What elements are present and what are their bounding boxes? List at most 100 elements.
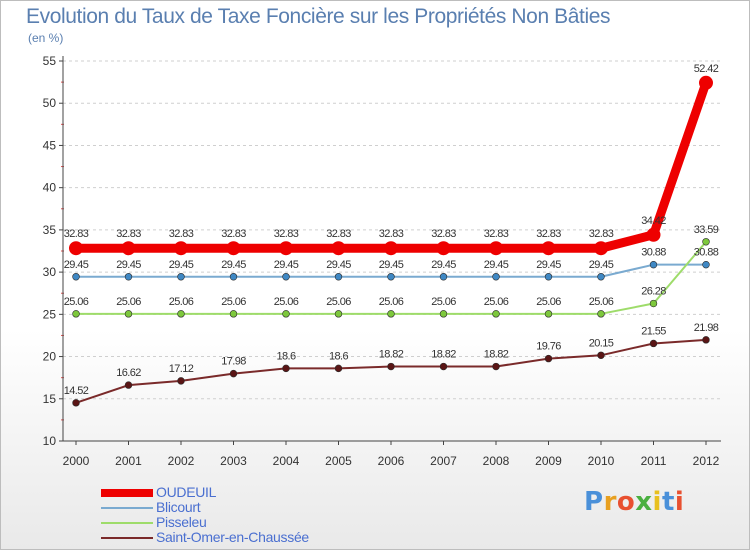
- data-label-saint-omer-en-chauss-e-2006: 18.82: [379, 349, 404, 361]
- data-label-saint-omer-en-chauss-e-2008: 18.82: [484, 349, 509, 361]
- data-label-oudeuil-2011: 34.42: [641, 215, 666, 227]
- data-label-oudeuil-2012: 52.42: [694, 63, 719, 75]
- data-label-blicourt-2005: 29.45: [326, 259, 351, 271]
- data-label-saint-omer-en-chauss-e-2000: 14.52: [64, 385, 89, 397]
- logo-letter: x: [635, 487, 653, 517]
- data-label-pisseleu-2010: 25.06: [589, 296, 614, 308]
- data-label-pisseleu-2003: 25.06: [221, 296, 246, 308]
- data-point-saint-omer-en-chauss-e-2004: [282, 364, 290, 373]
- data-label-saint-omer-en-chauss-e-2001: 16.62: [116, 367, 141, 379]
- data-label-saint-omer-en-chauss-e-2010: 20.15: [589, 337, 614, 349]
- y-tick-label-55: 55: [43, 54, 57, 68]
- data-label-blicourt-2007: 29.45: [431, 259, 456, 271]
- data-point-oudeuil-2004: [279, 241, 293, 256]
- data-point-blicourt-2011: [649, 260, 658, 269]
- data-point-oudeuil-2002: [174, 241, 188, 256]
- data-point-pisseleu-2010: [597, 310, 605, 318]
- data-label-pisseleu-2004: 25.06: [274, 296, 299, 308]
- x-tick-label-2004: 2004: [273, 454, 300, 468]
- y-tick-label-25: 25: [43, 307, 57, 321]
- y-tick-label-20: 20: [43, 350, 57, 364]
- data-point-oudeuil-2012: [699, 75, 713, 90]
- data-label-blicourt-2008: 29.45: [484, 259, 509, 271]
- data-point-oudeuil-2010: [594, 241, 608, 256]
- data-point-saint-omer-en-chauss-e-2008: [492, 362, 500, 371]
- logo-letter: t: [661, 487, 675, 517]
- data-point-pisseleu-2009: [544, 310, 553, 318]
- data-label-blicourt-2000: 29.45: [64, 259, 89, 271]
- legend-label-blicourt: Blicourt: [156, 499, 201, 515]
- data-point-saint-omer-en-chauss-e-2011: [649, 339, 658, 348]
- data-point-blicourt-2008: [492, 273, 500, 281]
- data-label-saint-omer-en-chauss-e-2004: 18.6: [276, 350, 295, 362]
- data-point-saint-omer-en-chauss-e-2003: [229, 369, 238, 378]
- data-label-pisseleu-2007: 25.06: [431, 296, 456, 308]
- legend-swatch-pisseleu: [101, 522, 153, 524]
- x-tick-label-2010: 2010: [588, 454, 615, 468]
- data-point-blicourt-2006: [387, 273, 395, 281]
- x-tick-label-2008: 2008: [483, 454, 510, 468]
- data-label-oudeuil-2010: 32.83: [589, 228, 614, 240]
- data-point-blicourt-2003: [229, 273, 238, 281]
- legend-label-pisseleu: Pisseleu: [156, 514, 207, 530]
- data-point-saint-omer-en-chauss-e-2006: [387, 362, 395, 371]
- legend-swatch-oudeuil: [101, 489, 153, 497]
- data-label-oudeuil-2000: 32.83: [64, 228, 89, 240]
- data-point-blicourt-2012: [702, 260, 710, 269]
- data-point-blicourt-2000: [72, 273, 80, 281]
- data-point-oudeuil-2000: [69, 241, 83, 256]
- data-label-oudeuil-2006: 32.83: [379, 228, 404, 240]
- x-tick-label-2000: 2000: [63, 454, 90, 468]
- x-tick-label-2006: 2006: [378, 454, 405, 468]
- x-tick-label-2009: 2009: [535, 454, 562, 468]
- data-point-saint-omer-en-chauss-e-2007: [439, 362, 448, 371]
- data-label-pisseleu-2008: 25.06: [484, 296, 509, 308]
- data-label-oudeuil-2004: 32.83: [274, 228, 299, 240]
- data-point-pisseleu-2008: [492, 310, 500, 318]
- data-point-pisseleu-2011: [649, 299, 658, 308]
- data-point-blicourt-2007: [439, 273, 448, 281]
- data-point-oudeuil-2009: [541, 241, 556, 256]
- data-point-pisseleu-2004: [282, 310, 290, 318]
- data-label-saint-omer-en-chauss-e-2003: 17.98: [221, 356, 246, 368]
- data-label-saint-omer-en-chauss-e-2002: 17.12: [169, 363, 194, 375]
- data-label-blicourt-2002: 29.45: [169, 259, 194, 271]
- data-point-pisseleu-2005: [334, 310, 343, 318]
- data-label-pisseleu-2011: 26.28: [641, 286, 666, 298]
- logo-letter: r: [603, 487, 617, 517]
- data-label-pisseleu-2000: 25.06: [64, 296, 89, 308]
- data-point-oudeuil-2001: [121, 241, 136, 256]
- data-point-saint-omer-en-chauss-e-2009: [544, 354, 553, 363]
- x-tick-label-2002: 2002: [168, 454, 195, 468]
- data-label-blicourt-2012: 30.88: [694, 247, 719, 259]
- data-point-oudeuil-2005: [331, 241, 346, 256]
- data-label-pisseleu-2001: 25.06: [116, 296, 141, 308]
- data-label-pisseleu-2009: 25.06: [536, 296, 561, 308]
- grid-lines: [63, 60, 721, 400]
- data-label-saint-omer-en-chauss-e-2011: 21.55: [641, 325, 666, 337]
- legend-swatch-saint-omer-en-chauss-e: [101, 537, 153, 539]
- data-point-oudeuil-2011: [646, 227, 661, 242]
- data-point-saint-omer-en-chauss-e-2005: [334, 364, 343, 373]
- data-point-blicourt-2009: [544, 273, 553, 281]
- x-tick-label-2001: 2001: [115, 454, 142, 468]
- legend-label-oudeuil: OUDEUIL: [156, 484, 217, 500]
- x-tick-label-2005: 2005: [325, 454, 352, 468]
- data-label-oudeuil-2003: 32.83: [221, 228, 246, 240]
- data-point-pisseleu-2006: [387, 310, 395, 318]
- y-tick-label-50: 50: [43, 96, 57, 110]
- data-label-blicourt-2006: 29.45: [379, 259, 404, 271]
- data-point-pisseleu-2007: [439, 310, 448, 318]
- data-point-saint-omer-en-chauss-e-2001: [124, 381, 133, 389]
- chart-title: Evolution du Taux de Taxe Foncière sur l…: [26, 5, 611, 28]
- data-label-blicourt-2004: 29.45: [274, 259, 299, 271]
- data-point-pisseleu-2000: [72, 310, 80, 318]
- legend-swatch-blicourt: [101, 507, 153, 509]
- data-point-pisseleu-2002: [177, 310, 185, 318]
- data-label-oudeuil-2005: 32.83: [326, 228, 351, 240]
- data-point-oudeuil-2006: [384, 241, 398, 256]
- y-tick-label-15: 15: [43, 392, 57, 406]
- data-label-pisseleu-2005: 25.06: [326, 296, 351, 308]
- chart-unit-label: (en %): [28, 31, 64, 45]
